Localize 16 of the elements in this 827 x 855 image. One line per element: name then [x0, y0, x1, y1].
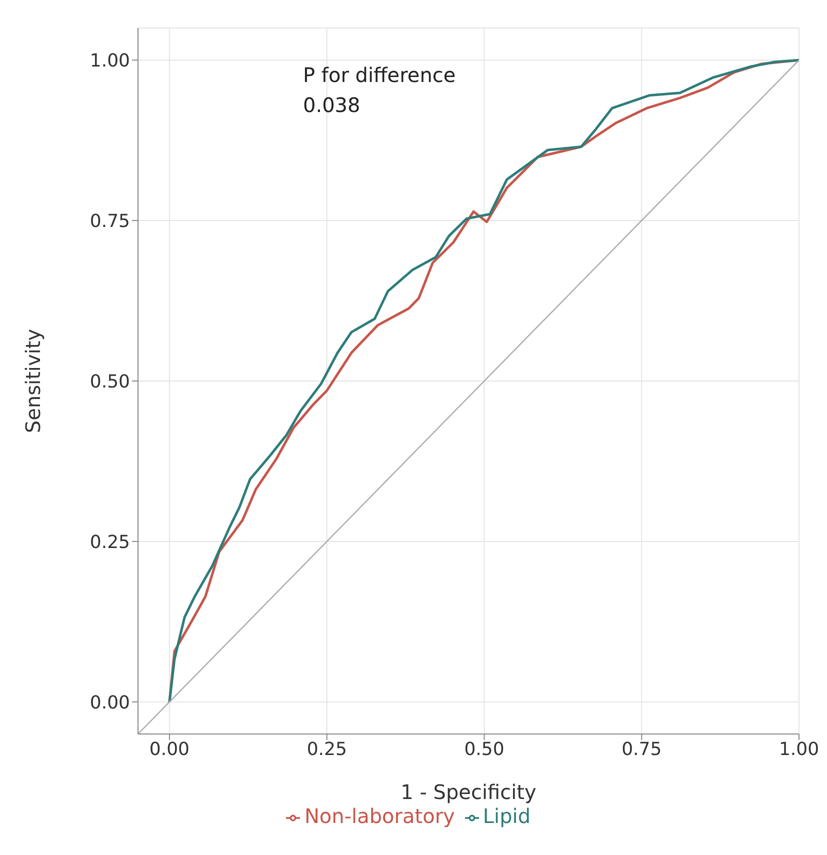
- y-tick-label: 0.50: [90, 371, 130, 392]
- legend-label: Lipid: [482, 804, 531, 828]
- x-tick-label: 0.00: [149, 738, 190, 760]
- y-tick-label: 0.00: [90, 692, 130, 714]
- x-tick-label: 1.00: [778, 738, 820, 760]
- y-tick-label: 0.25: [90, 532, 130, 553]
- y-tick-label: 0.75: [90, 210, 130, 232]
- y-tick-label: 1.00: [90, 50, 130, 72]
- legend-label: Non-laboratory: [304, 804, 455, 828]
- x-axis-title: 1 - Specificity: [400, 780, 537, 804]
- x-tick-label: 0.25: [306, 738, 347, 760]
- y-axis-title: Sensitivity: [21, 328, 46, 434]
- x-tick-label: 0.50: [464, 738, 504, 760]
- annotation: P for difference: [303, 62, 456, 89]
- x-tick-label: 0.75: [622, 738, 662, 760]
- annotation: 0.038: [303, 92, 362, 119]
